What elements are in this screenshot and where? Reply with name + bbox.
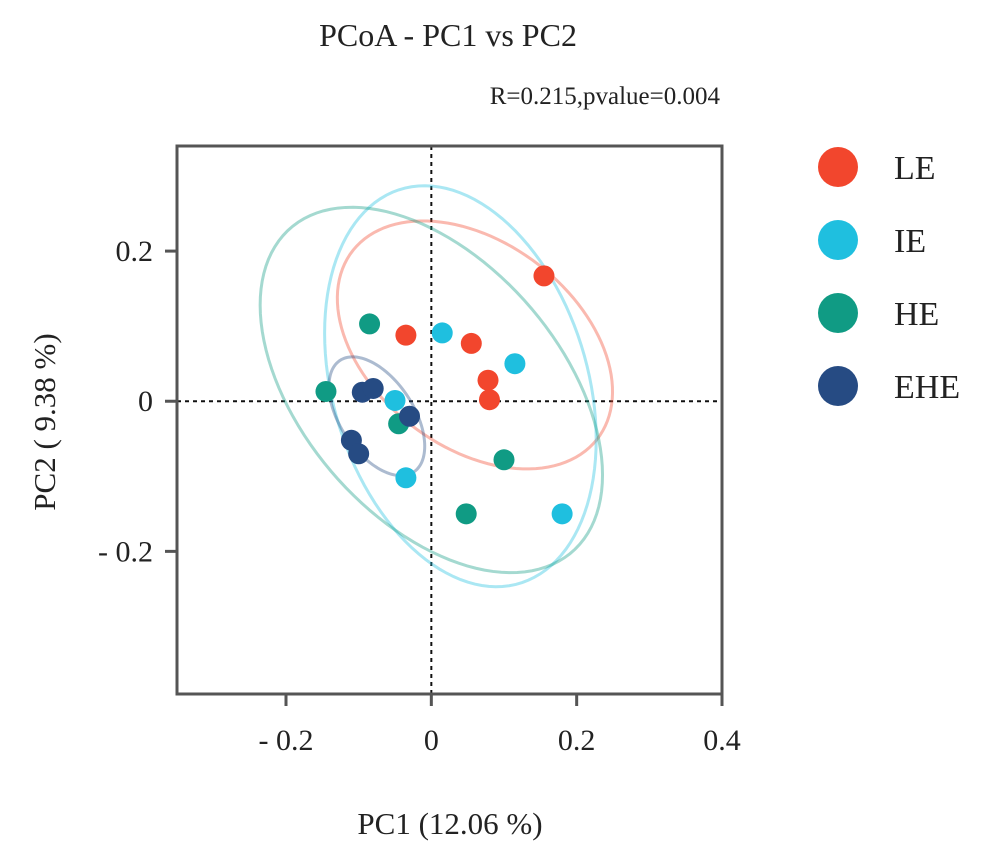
- point-ie: [551, 503, 573, 525]
- legend-label-le: LE: [894, 150, 936, 187]
- point-he: [359, 313, 381, 335]
- plot-area: - 0.2 0 0.2 0.4 0.2 0 - 0.2: [98, 144, 741, 757]
- point-le: [533, 265, 555, 287]
- chart-title: PCoA - PC1 vs PC2: [319, 17, 577, 53]
- point-le: [478, 389, 500, 411]
- point-ie: [384, 389, 406, 411]
- point-ehe: [348, 443, 370, 465]
- y-tick-label: 0.2: [116, 235, 154, 268]
- ellipse-le: [335, 219, 615, 471]
- point-ehe: [362, 377, 384, 399]
- point-he: [455, 503, 477, 525]
- chart-subtitle: R=0.215,pvalue=0.004: [490, 83, 721, 110]
- point-le: [477, 369, 499, 391]
- point-ie: [395, 467, 417, 489]
- y-tick-label: 0: [138, 385, 153, 418]
- ellipse-ehe: [327, 355, 427, 478]
- legend-marker-le: [818, 147, 858, 187]
- x-tick-label: - 0.2: [259, 724, 314, 757]
- point-ehe: [399, 405, 421, 427]
- x-tick-label: 0.2: [558, 724, 596, 757]
- legend: LE IE HE EHE: [818, 147, 960, 406]
- legend-label-he: HE: [894, 296, 939, 333]
- legend-label-ehe: EHE: [894, 369, 960, 406]
- legend-label-ie: IE: [894, 223, 926, 260]
- ellipse-he: [258, 205, 605, 575]
- point-he: [493, 449, 515, 471]
- x-tick-label: 0: [424, 724, 439, 757]
- ellipse-ie: [323, 184, 598, 589]
- legend-marker-he: [818, 293, 858, 333]
- legend-marker-ehe: [818, 366, 858, 406]
- point-ie: [504, 353, 526, 375]
- point-ie: [431, 322, 453, 344]
- x-axis-label: PC1 (12.06 %): [357, 806, 542, 841]
- point-he: [315, 380, 337, 402]
- plot-frame: [175, 144, 724, 696]
- point-le: [460, 332, 482, 354]
- x-tick-label: 0.4: [703, 724, 741, 757]
- y-tick-label: - 0.2: [98, 535, 153, 568]
- point-le: [395, 324, 417, 346]
- legend-marker-ie: [818, 220, 858, 260]
- y-axis-label: PC2 ( 9.38 %): [27, 333, 62, 510]
